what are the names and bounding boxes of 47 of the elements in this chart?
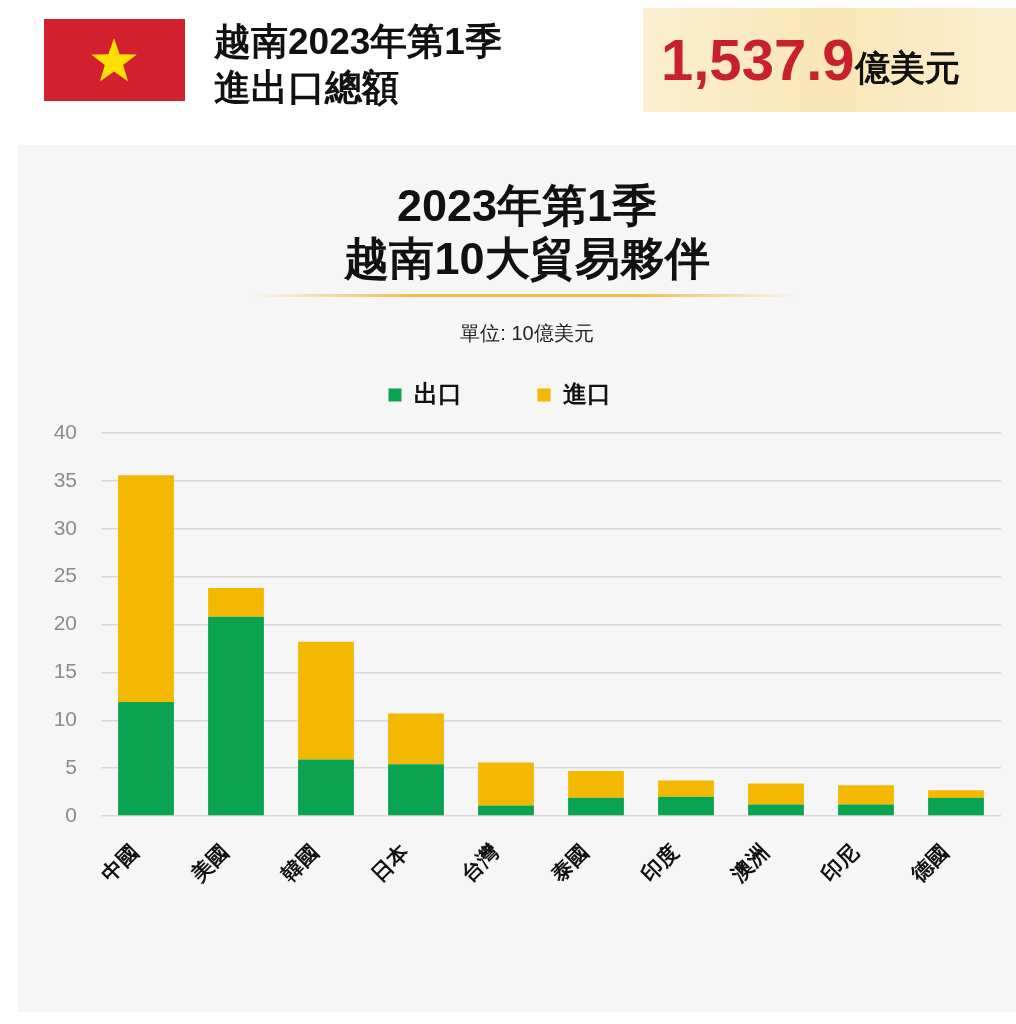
text: 越南2023年第1季 — [214, 20, 502, 64]
bar — [478, 805, 534, 816]
bar — [748, 783, 804, 805]
y-tick-label: 25 — [53, 563, 77, 587]
bar — [298, 759, 354, 816]
bar — [658, 780, 714, 797]
x-tick-label: 印度 — [636, 839, 683, 886]
text: 1,537.9億美元 — [661, 27, 960, 92]
chart-title: 2023年第1季 — [395, 179, 659, 232]
y-tick-label: 0 — [65, 802, 77, 826]
x-tick-label: 台灣 — [456, 838, 504, 886]
x-tick-label: 日本 — [366, 838, 414, 886]
bar — [568, 797, 624, 816]
y-tick-label: 20 — [53, 611, 77, 635]
legend-label: 出口 — [413, 379, 462, 407]
y-tick-label: 30 — [53, 515, 77, 539]
x-tick-label: 澳洲 — [726, 839, 773, 887]
bar — [208, 616, 264, 816]
y-tick-label: 40 — [53, 419, 77, 443]
bar — [388, 764, 444, 816]
bar — [928, 790, 984, 798]
bar — [298, 641, 354, 760]
text: 單位: 10億美元 — [459, 321, 595, 346]
y-tick-label: 5 — [65, 754, 77, 778]
bar — [568, 771, 624, 798]
x-tick-label: 印尼 — [816, 839, 863, 886]
x-tick-label: 德國 — [906, 839, 953, 887]
x-tick-label: 泰國 — [546, 839, 593, 887]
y-tick-label: 35 — [53, 467, 77, 491]
text: 進出口總額 — [214, 66, 399, 110]
bar — [838, 804, 894, 816]
chart-subtitle: 越南10大貿易夥伴 — [343, 232, 711, 285]
y-tick-label: 10 — [53, 707, 77, 731]
bar — [748, 804, 804, 816]
x-tick-label: 美國 — [186, 839, 233, 887]
x-tick-label: 韓國 — [276, 839, 323, 886]
bar — [118, 702, 174, 816]
bar — [118, 475, 174, 703]
bar — [478, 762, 534, 806]
bar — [928, 797, 984, 816]
y-tick-label: 15 — [53, 659, 77, 683]
bar — [838, 785, 894, 805]
x-tick-label: 中國 — [96, 839, 143, 886]
bar — [658, 796, 714, 816]
bar — [208, 588, 264, 617]
bar — [388, 713, 444, 765]
legend-label: 進口 — [562, 379, 611, 407]
